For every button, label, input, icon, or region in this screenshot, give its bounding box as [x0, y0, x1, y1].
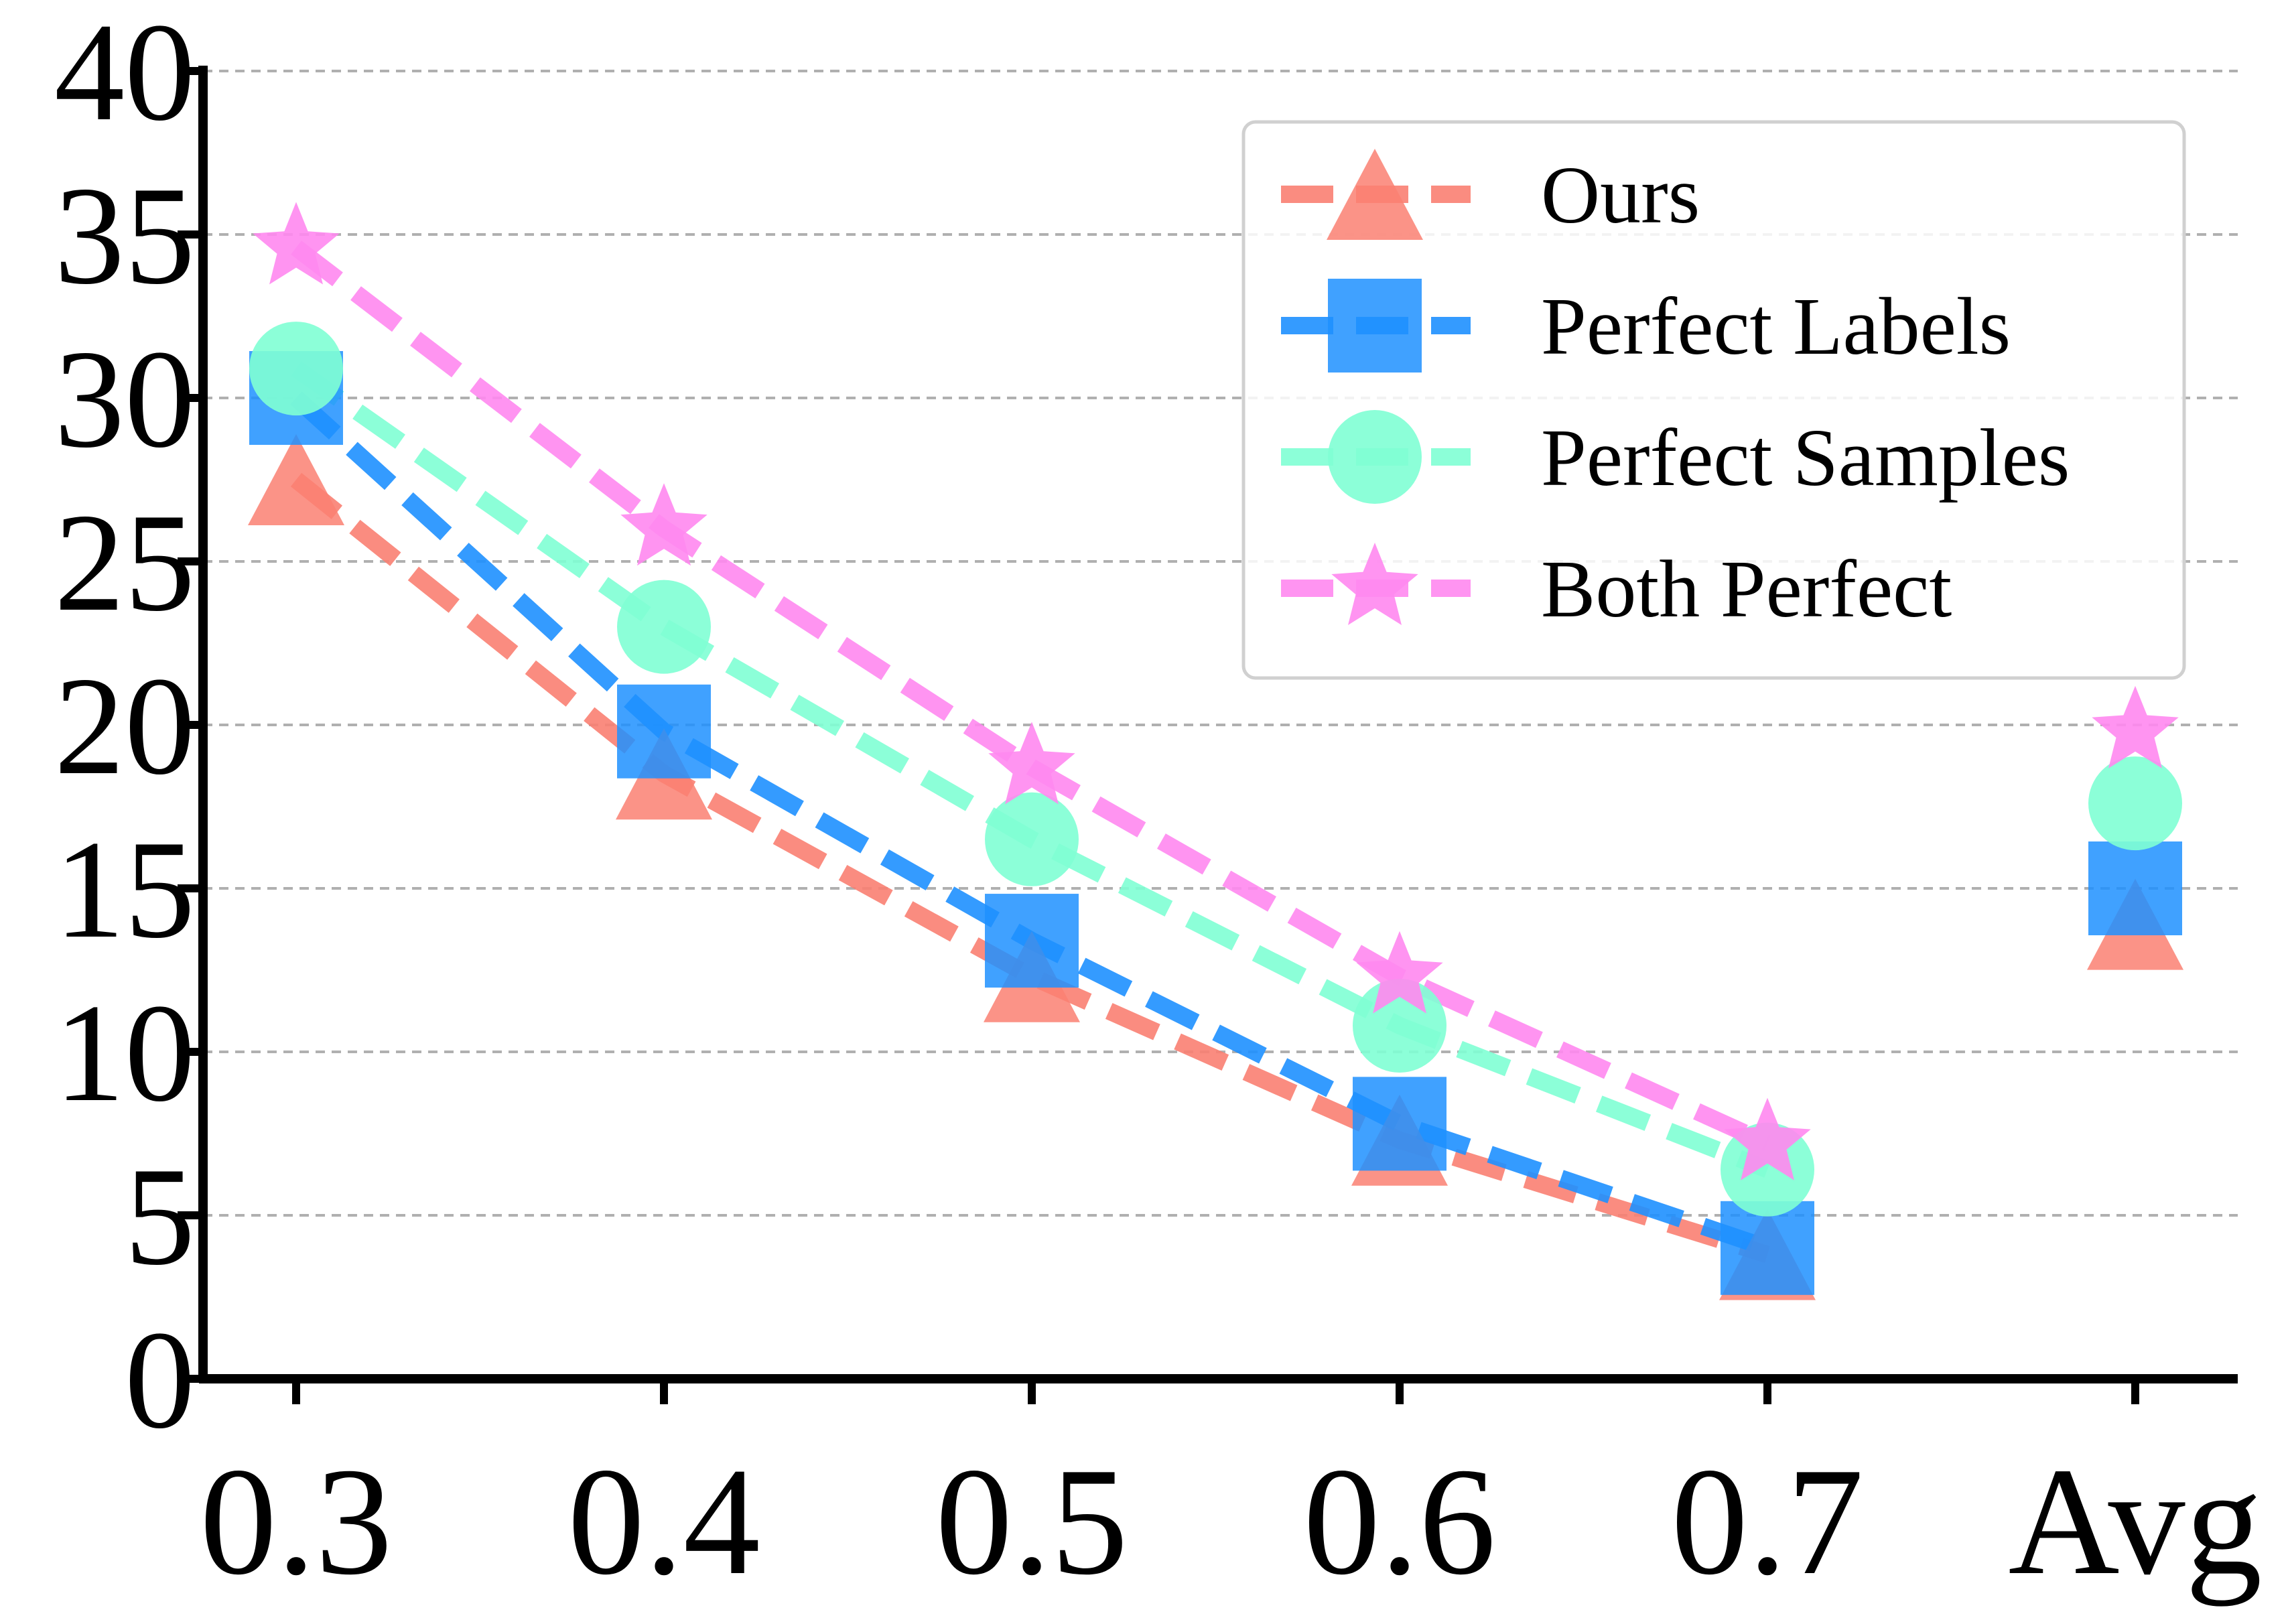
- marker-1-4: [1721, 1201, 1814, 1295]
- marker-1-3: [1353, 1077, 1446, 1171]
- y-tick-label: 5: [125, 1139, 195, 1294]
- legend-label: Ours: [1541, 150, 1700, 241]
- marker-1-1: [617, 684, 711, 779]
- legend-marker-0: [1327, 149, 1423, 240]
- marker-3-1: [620, 483, 708, 566]
- legend-box: [1241, 120, 2186, 680]
- marker-2-1: [617, 580, 711, 674]
- marker-3-4: [1724, 1097, 1811, 1180]
- series-markers: [248, 202, 2183, 1300]
- marker-2-5: [2088, 756, 2182, 851]
- marker-3-0: [253, 202, 340, 285]
- y-tick-label: 10: [54, 975, 195, 1131]
- y-tick-label: 25: [54, 485, 195, 640]
- x-tick-label: 0.3: [200, 1436, 393, 1607]
- legend: Ours Perfect Labels Perfect Samples Both Pe…: [1241, 120, 2186, 680]
- marker-2-4: [1721, 1122, 1814, 1217]
- legend-marker-2: [1328, 410, 1422, 504]
- x-tick-label: 0.4: [567, 1436, 760, 1607]
- y-tick-label: 40: [54, 0, 195, 150]
- marker-0-0: [248, 434, 344, 525]
- x-tick-label: Avg: [2008, 1436, 2262, 1607]
- series-line-0: [290, 472, 1770, 1264]
- legend-label: Both Perfect: [1541, 544, 1952, 634]
- x-tick-label: 0.5: [935, 1436, 1128, 1607]
- x-tick-label: 0.7: [1671, 1436, 1864, 1607]
- marker-1-5: [2088, 841, 2182, 935]
- y-tick-label: 15: [54, 812, 195, 967]
- legend-label: Perfect Samples: [1541, 413, 2070, 503]
- y-tick-label: 35: [54, 158, 195, 314]
- marker-3-5: [2092, 685, 2179, 768]
- marker-1-2: [985, 894, 1079, 988]
- y-tick-label: 30: [54, 322, 195, 477]
- marker-2-0: [249, 322, 343, 416]
- marker-3-3: [1356, 931, 1443, 1014]
- y-tick-label: 20: [54, 649, 195, 804]
- marker-3-2: [988, 722, 1075, 805]
- legend-marker-3: [1331, 543, 1418, 625]
- marker-2-2: [985, 792, 1079, 886]
- y-tick-label: 0: [125, 1302, 195, 1458]
- x-tick-label: 0.6: [1303, 1436, 1496, 1607]
- legend-label: Perfect Labels: [1541, 281, 2011, 372]
- gridlines: [203, 70, 2238, 1217]
- legend-marker-1: [1328, 279, 1422, 373]
